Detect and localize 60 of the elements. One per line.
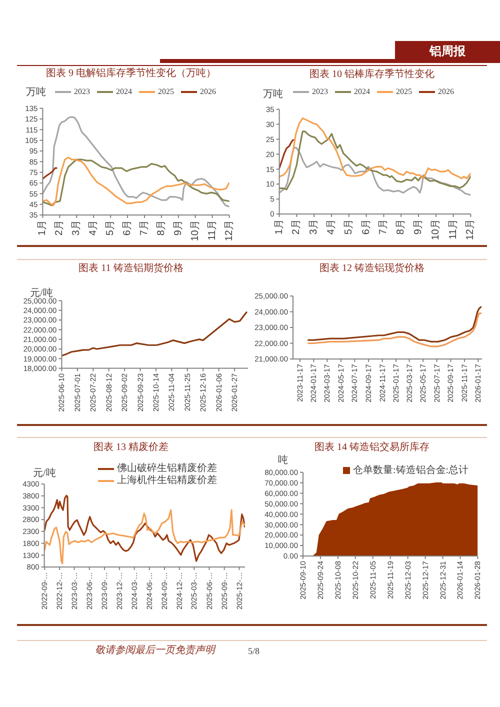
x-tick-label: 10月	[430, 219, 442, 240]
chart-title: 图表 12 铸造铝现货价格	[320, 263, 424, 275]
legend-label: 2023	[312, 87, 328, 96]
x-tick-label: 7月	[378, 219, 390, 235]
x-tick-label: 10月	[190, 220, 201, 242]
text: 铝周报	[430, 44, 466, 58]
line-series	[42, 116, 230, 208]
y-axis-title: 元/吨	[33, 468, 56, 479]
x-tick-label: 11月	[206, 220, 218, 240]
legend-label: 上海机件生铝精废价差	[117, 475, 217, 486]
x-tick-label: 6月	[122, 220, 134, 236]
chart-title: 图表 9 电解铝库存季节性变化（万吨）	[46, 68, 216, 80]
x-tick-label: 5月	[105, 220, 116, 236]
legend-label: 2026	[200, 87, 216, 96]
line-series	[279, 130, 471, 190]
x-tick-label: 12月	[465, 219, 476, 240]
chart-title: 图表 11 铸造铝期货价格	[78, 263, 184, 275]
legend-label: 2024	[354, 87, 370, 96]
legend-label: 2023	[74, 87, 90, 96]
line-series	[279, 146, 471, 196]
chart-title: 图表 10 铝棒库存季节性变化	[310, 69, 434, 81]
line-series	[44, 509, 245, 564]
legend-label: 仓单数量:铸造铝合金:总计	[353, 465, 469, 476]
legend-label: 佛山破碎生铝精废价差	[117, 463, 217, 474]
x-tick-label: 8月	[156, 220, 167, 236]
y-axis-title: 吨	[278, 455, 288, 466]
line-series	[308, 306, 482, 342]
x-tick-label: 3月	[308, 219, 320, 235]
line-series	[44, 494, 245, 562]
text: 5/8	[248, 645, 260, 657]
x-tick-label: 9月	[413, 219, 424, 235]
line-series	[279, 117, 471, 180]
x-tick-label: 8月	[396, 219, 407, 235]
x-tick-label: 6月	[360, 219, 372, 235]
line-series	[279, 139, 294, 170]
x-tick-label: 12月	[224, 220, 235, 242]
text: 敬请参阅最后一页免责声明	[95, 645, 215, 657]
line-series	[62, 311, 248, 357]
x-tick-label: 2月	[291, 219, 302, 235]
line-series	[308, 312, 482, 348]
y-axis-title: 万吨	[263, 89, 283, 100]
x-tick-label: 2月	[54, 220, 66, 236]
x-tick-label: 3月	[71, 220, 82, 236]
x-tick-label: 4月	[88, 220, 100, 236]
y-axis-title: 万吨	[26, 87, 46, 98]
line-series	[42, 167, 58, 180]
x-tick-label: 7月	[138, 220, 150, 236]
x-tick-label: 1月	[37, 220, 48, 236]
legend-label: 2024	[116, 87, 132, 96]
y-axis-title: 元/吨	[30, 288, 53, 299]
chart-title: 图表 14 铸造铝交易所库存	[314, 442, 430, 454]
x-tick-label: 1月	[274, 219, 285, 235]
legend-label: 2025	[158, 87, 174, 96]
legend-label: 2026	[438, 87, 454, 96]
legend-label: 2025	[396, 87, 412, 96]
x-tick-label: 11月	[448, 219, 459, 240]
x-tick-label: 4月	[326, 219, 337, 235]
x-tick-label: 9月	[172, 220, 184, 236]
chart-title: 图表 13 精废价差	[94, 442, 168, 454]
x-tick-label: 5月	[343, 219, 354, 235]
